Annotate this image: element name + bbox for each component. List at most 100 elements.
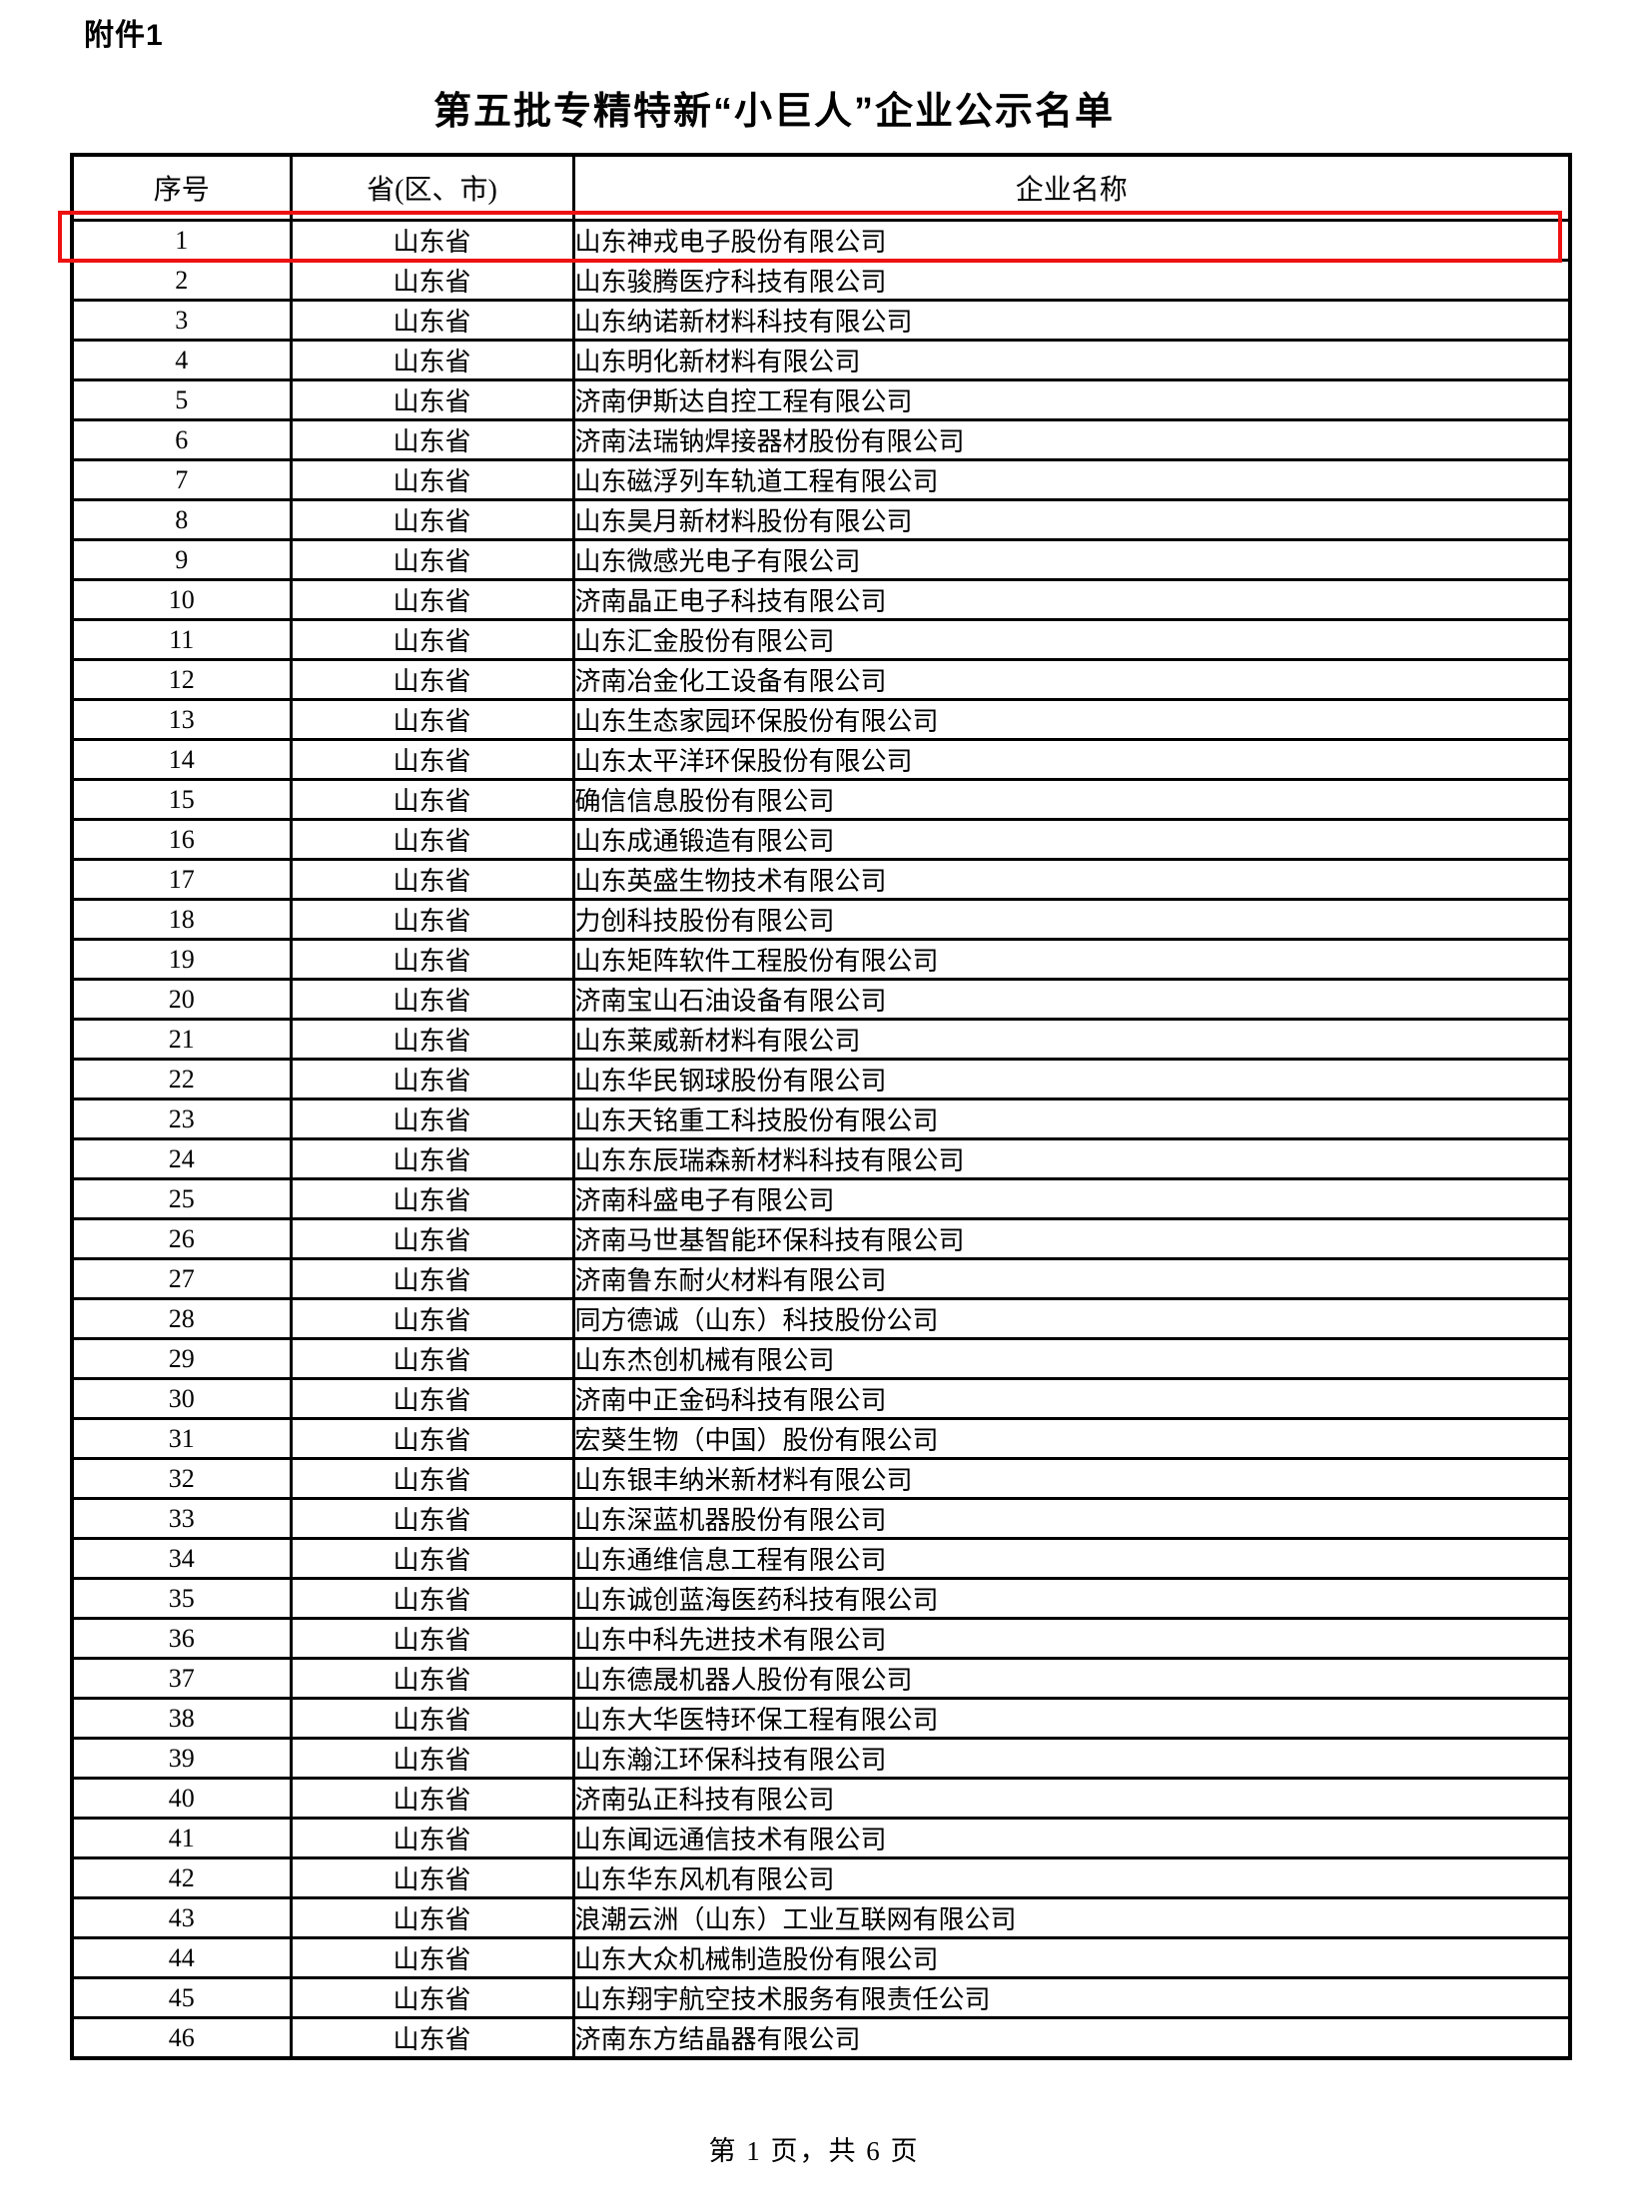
row-number-cell: 1: [70, 219, 293, 262]
province-cell: 山东省: [289, 418, 575, 461]
table-row: 24 山东省 山东东辰瑞森新材料科技有限公司: [70, 1137, 1572, 1180]
company-name-cell: 确信信息股份有限公司: [571, 778, 1572, 821]
row-number-cell: 37: [70, 1657, 293, 1700]
table-row: 1 山东省 山东神戎电子股份有限公司: [70, 219, 1572, 262]
table-row: 9 山东省 山东微感光电子有限公司: [70, 538, 1572, 581]
row-number-cell: 26: [70, 1217, 293, 1260]
row-number-cell: 13: [70, 698, 293, 741]
province-cell: 山东省: [289, 299, 575, 342]
company-name-cell: 宏葵生物（中国）股份有限公司: [571, 1417, 1572, 1460]
company-name-cell: 浪潮云洲（山东）工业互联网有限公司: [571, 1896, 1572, 1939]
table-row: 3 山东省 山东纳诺新材料科技有限公司: [70, 299, 1572, 342]
row-number-cell: 42: [70, 1856, 293, 1899]
province-cell: 山东省: [289, 1537, 575, 1580]
table-row: 40 山东省 济南弘正科技有限公司: [70, 1777, 1572, 1820]
province-cell: 山东省: [289, 1617, 575, 1660]
table-row: 22 山东省 山东华民钢球股份有限公司: [70, 1058, 1572, 1101]
company-name-cell: 同方德诚（山东）科技股份公司: [571, 1297, 1572, 1340]
company-name-cell: 山东德晟机器人股份有限公司: [571, 1657, 1572, 1700]
company-name-cell: 山东骏腾医疗科技有限公司: [571, 259, 1572, 302]
company-name-cell: 山东生态家园环保股份有限公司: [571, 698, 1572, 741]
company-name-cell: 济南马世基智能环保科技有限公司: [571, 1217, 1572, 1260]
province-cell: 山东省: [289, 1297, 575, 1340]
company-name-cell: 山东东辰瑞森新材料科技有限公司: [571, 1137, 1572, 1180]
province-cell: 山东省: [289, 1896, 575, 1939]
row-number-cell: 36: [70, 1617, 293, 1660]
province-cell: 山东省: [289, 339, 575, 381]
row-number-cell: 32: [70, 1457, 293, 1500]
table-row: 7 山东省 山东磁浮列车轨道工程有限公司: [70, 458, 1572, 501]
row-number-cell: 41: [70, 1817, 293, 1859]
table-row: 16 山东省 山东成通锻造有限公司: [70, 818, 1572, 861]
row-number-cell: 24: [70, 1137, 293, 1180]
row-number-cell: 30: [70, 1377, 293, 1420]
table-row: 36 山东省 山东中科先进技术有限公司: [70, 1617, 1572, 1660]
company-name-cell: 山东莱威新材料有限公司: [571, 1018, 1572, 1061]
table-row: 21 山东省 山东莱威新材料有限公司: [70, 1018, 1572, 1061]
company-name-cell: 济南晶正电子科技有限公司: [571, 578, 1572, 621]
table-row: 13 山东省 山东生态家园环保股份有限公司: [70, 698, 1572, 741]
company-name-cell: 山东银丰纳米新材料有限公司: [571, 1457, 1572, 1500]
row-number-cell: 21: [70, 1018, 293, 1061]
row-number-cell: 25: [70, 1177, 293, 1220]
row-number-cell: 12: [70, 658, 293, 701]
row-number-cell: 20: [70, 978, 293, 1021]
province-cell: 山东省: [289, 1377, 575, 1420]
company-name-cell: 山东昊月新材料股份有限公司: [571, 498, 1572, 541]
company-name-cell: 山东大华医特环保工程有限公司: [571, 1697, 1572, 1740]
company-name-cell: 山东太平洋环保股份有限公司: [571, 738, 1572, 781]
row-number-cell: 22: [70, 1058, 293, 1101]
company-name-cell: 济南鲁东耐火材料有限公司: [571, 1257, 1572, 1300]
table-row: 34 山东省 山东通维信息工程有限公司: [70, 1537, 1572, 1580]
province-cell: 山东省: [289, 498, 575, 541]
row-number-cell: 6: [70, 418, 293, 461]
company-name-cell: 山东汇金股份有限公司: [571, 618, 1572, 661]
table-row: 4 山东省 山东明化新材料有限公司: [70, 339, 1572, 381]
row-number-cell: 9: [70, 538, 293, 581]
table-row: 27 山东省 济南鲁东耐火材料有限公司: [70, 1257, 1572, 1300]
province-cell: 山东省: [289, 1497, 575, 1540]
company-name-cell: 济南冶金化工设备有限公司: [571, 658, 1572, 701]
province-cell: 山东省: [289, 698, 575, 741]
province-cell: 山东省: [289, 458, 575, 501]
table-row: 2 山东省 山东骏腾医疗科技有限公司: [70, 259, 1572, 302]
table-row: 37 山东省 山东德晟机器人股份有限公司: [70, 1657, 1572, 1700]
province-cell: 山东省: [289, 1817, 575, 1859]
company-name-cell: 济南科盛电子有限公司: [571, 1177, 1572, 1220]
column-header-serial-number: 序号: [70, 153, 293, 222]
row-number-cell: 17: [70, 858, 293, 901]
row-number-cell: 2: [70, 259, 293, 302]
table-row: 8 山东省 山东昊月新材料股份有限公司: [70, 498, 1572, 541]
row-number-cell: 5: [70, 378, 293, 421]
company-name-cell: 济南伊斯达自控工程有限公司: [571, 378, 1572, 421]
province-cell: 山东省: [289, 618, 575, 661]
province-cell: 山东省: [289, 938, 575, 981]
table-row: 25 山东省 济南科盛电子有限公司: [70, 1177, 1572, 1220]
table-row: 29 山东省 山东杰创机械有限公司: [70, 1337, 1572, 1380]
company-name-cell: 山东大众机械制造股份有限公司: [571, 1936, 1572, 1979]
table-row: 33 山东省 山东深蓝机器股份有限公司: [70, 1497, 1572, 1540]
table-row: 32 山东省 山东银丰纳米新材料有限公司: [70, 1457, 1572, 1500]
province-cell: 山东省: [289, 1018, 575, 1061]
province-cell: 山东省: [289, 1177, 575, 1220]
province-cell: 山东省: [289, 219, 575, 262]
company-name-cell: 山东英盛生物技术有限公司: [571, 858, 1572, 901]
row-number-cell: 14: [70, 738, 293, 781]
company-name-cell: 山东中科先进技术有限公司: [571, 1617, 1572, 1660]
province-cell: 山东省: [289, 538, 575, 581]
province-cell: 山东省: [289, 378, 575, 421]
company-name-cell: 山东纳诺新材料科技有限公司: [571, 299, 1572, 342]
row-number-cell: 16: [70, 818, 293, 861]
province-cell: 山东省: [289, 778, 575, 821]
company-name-cell: 山东天铭重工科技股份有限公司: [571, 1098, 1572, 1140]
province-cell: 山东省: [289, 1976, 575, 2019]
company-name-cell: 山东矩阵软件工程股份有限公司: [571, 938, 1572, 981]
row-number-cell: 7: [70, 458, 293, 501]
province-cell: 山东省: [289, 1217, 575, 1260]
company-roster-table: 序号 省(区、市) 企业名称 1 山东省 山东神戎电子股份有限公司 2 山东省 山东骏腾医…: [70, 153, 1572, 2060]
table-row: 18 山东省 力创科技股份有限公司: [70, 898, 1572, 941]
table-row: 44 山东省 山东大众机械制造股份有限公司: [70, 1936, 1572, 1979]
table-row: 19 山东省 山东矩阵软件工程股份有限公司: [70, 938, 1572, 981]
table-row: 23 山东省 山东天铭重工科技股份有限公司: [70, 1098, 1572, 1140]
table-row: 26 山东省 济南马世基智能环保科技有限公司: [70, 1217, 1572, 1260]
